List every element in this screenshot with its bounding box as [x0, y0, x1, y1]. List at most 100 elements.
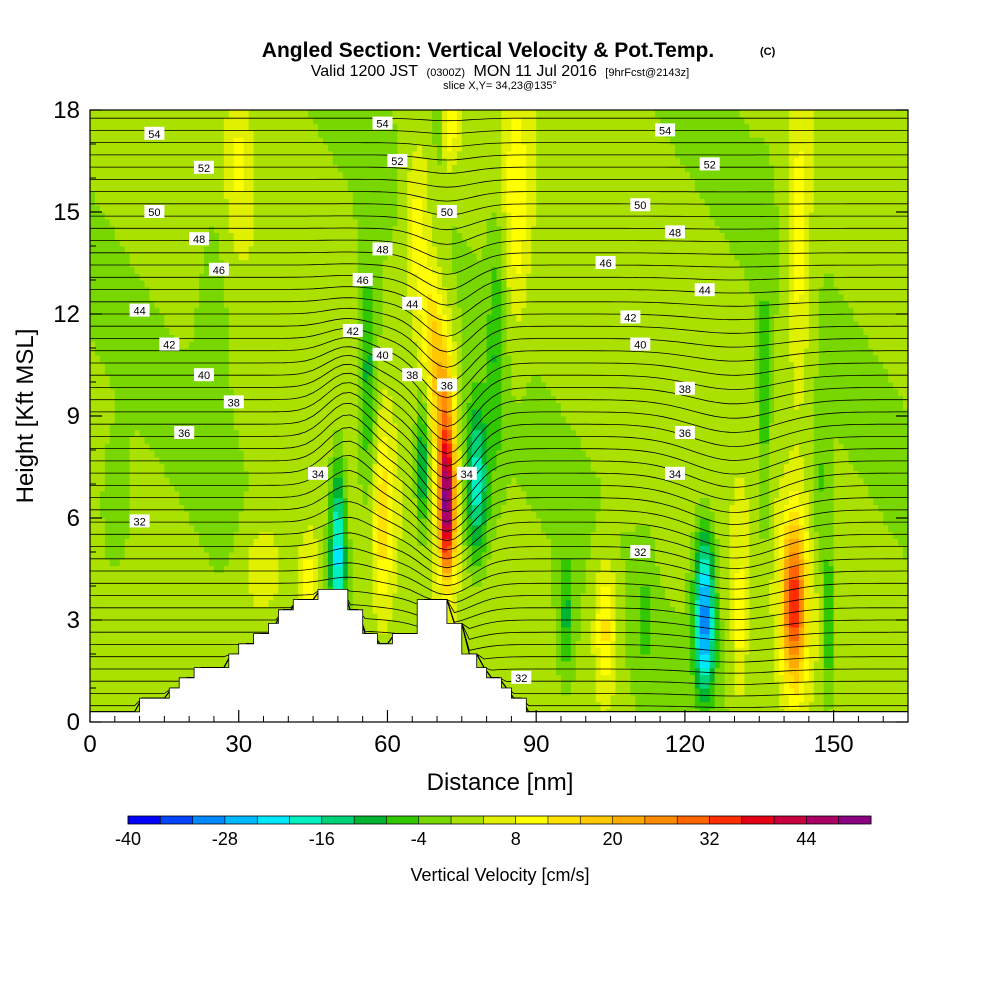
- velocity-cell: [228, 300, 235, 308]
- velocity-cell: [174, 382, 180, 390]
- velocity-cell: [99, 259, 106, 267]
- velocity-cell: [134, 198, 141, 206]
- velocity-cell: [357, 599, 364, 607]
- velocity-cell: [228, 348, 235, 356]
- velocity-cell: [189, 123, 195, 131]
- velocity-cell: [253, 171, 260, 179]
- velocity-cell: [347, 409, 354, 417]
- velocity-cell: [233, 429, 240, 437]
- velocity-cell: [327, 375, 334, 383]
- velocity-cell: [124, 409, 131, 417]
- velocity-cell: [327, 470, 334, 478]
- velocity-cell: [94, 191, 101, 199]
- velocity-cell: [218, 293, 225, 301]
- velocity-cell: [327, 157, 334, 165]
- velocity-cell: [278, 266, 284, 274]
- velocity-cell: [298, 422, 304, 431]
- velocity-cell: [174, 354, 180, 363]
- velocity-cell: [218, 178, 225, 186]
- velocity-cell: [293, 280, 299, 288]
- velocity-cell: [327, 314, 334, 322]
- velocity-cell: [238, 252, 245, 261]
- velocity-cell: [194, 606, 200, 614]
- velocity-cell: [90, 531, 96, 539]
- velocity-cell: [208, 524, 215, 533]
- velocity-cell: [204, 484, 210, 492]
- velocity-cell: [228, 178, 235, 186]
- velocity-cell: [104, 552, 111, 560]
- velocity-cell: [243, 450, 250, 458]
- velocity-cell: [174, 286, 180, 295]
- velocity-cell: [273, 218, 279, 227]
- velocity-cell: [90, 388, 96, 397]
- velocity-cell: [204, 354, 210, 363]
- velocity-cell: [169, 470, 175, 478]
- velocity-cell: [129, 395, 136, 403]
- velocity-cell: [248, 157, 255, 165]
- velocity-cell: [134, 205, 141, 213]
- velocity-cell: [189, 511, 195, 519]
- velocity-cell: [149, 416, 156, 424]
- velocity-cell: [218, 395, 225, 403]
- velocity-cell: [288, 218, 294, 227]
- velocity-cell: [154, 633, 161, 641]
- velocity-cell: [303, 484, 309, 492]
- velocity-cell: [218, 123, 225, 131]
- velocity-cell: [124, 674, 131, 682]
- velocity-cell: [263, 341, 270, 349]
- velocity-cell: [149, 490, 156, 499]
- velocity-cell: [169, 586, 175, 594]
- velocity-cell: [233, 416, 240, 424]
- velocity-cell: [313, 477, 319, 485]
- velocity-cell: [134, 701, 141, 709]
- velocity-cell: [94, 470, 101, 478]
- velocity-cell: [114, 429, 121, 437]
- velocity-cell: [342, 395, 349, 403]
- velocity-cell: [273, 110, 279, 118]
- velocity-cell: [179, 626, 185, 635]
- subtitle-forecast: [9hrFcst@2143z]: [605, 67, 689, 79]
- velocity-cell: [263, 606, 270, 614]
- velocity-cell: [104, 205, 111, 213]
- velocity-cell: [288, 178, 294, 186]
- velocity-cell: [119, 647, 126, 655]
- velocity-cell: [308, 123, 314, 131]
- velocity-cell: [218, 524, 225, 533]
- velocity-cell: [139, 450, 146, 458]
- velocity-cell: [308, 137, 314, 145]
- velocity-cell: [263, 572, 270, 580]
- velocity-cell: [144, 218, 151, 227]
- velocity-cell: [303, 586, 309, 594]
- velocity-cell: [243, 130, 250, 138]
- velocity-cell: [218, 191, 225, 199]
- velocity-cell: [139, 341, 146, 349]
- velocity-cell: [248, 382, 255, 390]
- velocity-cell: [199, 137, 205, 145]
- velocity-cell: [298, 212, 304, 220]
- velocity-cell: [109, 470, 116, 478]
- velocity-cell: [184, 497, 190, 505]
- velocity-cell: [238, 558, 245, 567]
- velocity-cell: [184, 402, 190, 410]
- velocity-cell: [159, 538, 165, 546]
- velocity-cell: [114, 293, 121, 301]
- velocity-cell: [308, 592, 314, 601]
- velocity-cell: [228, 164, 235, 172]
- velocity-cell: [253, 395, 260, 403]
- velocity-cell: [357, 334, 364, 342]
- velocity-cell: [184, 157, 190, 165]
- velocity-cell: [99, 266, 106, 274]
- velocity-cell: [332, 422, 339, 431]
- velocity-cell: [184, 144, 190, 152]
- velocity-cell: [139, 178, 146, 186]
- velocity-cell: [164, 497, 170, 505]
- velocity-cell: [194, 212, 200, 220]
- velocity-cell: [99, 402, 106, 410]
- velocity-cell: [90, 348, 96, 356]
- velocity-cell: [228, 157, 235, 165]
- velocity-cell: [134, 395, 141, 403]
- velocity-cell: [303, 538, 309, 546]
- velocity-cell: [352, 293, 359, 301]
- velocity-cell: [94, 422, 101, 431]
- velocity-cell: [313, 252, 319, 261]
